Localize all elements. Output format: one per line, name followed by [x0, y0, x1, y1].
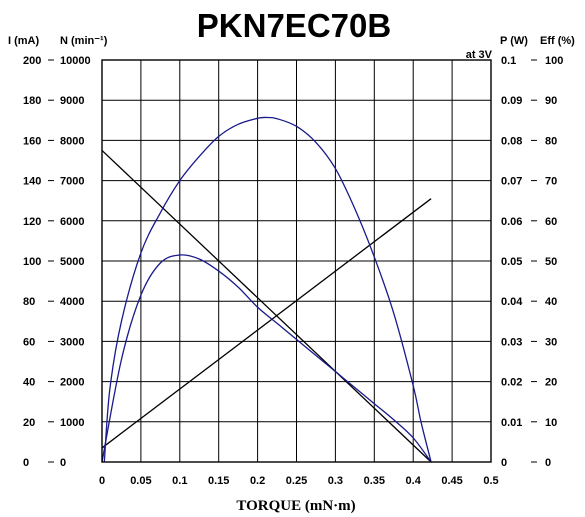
speed-axis-label: N (min⁻¹) — [60, 35, 108, 47]
speed-line — [101, 149, 432, 463]
speed-tick-label: 2000 — [60, 377, 84, 389]
x-tick-label: 0.1 — [172, 475, 187, 487]
current-tick-label: 100 — [23, 256, 41, 268]
speed-tick-label: 3000 — [60, 336, 84, 348]
x-tick-label: 0.4 — [406, 475, 422, 487]
power-curve — [101, 254, 432, 463]
efficiency-tick-label: 100 — [545, 55, 563, 67]
plot-frame — [101, 59, 492, 463]
power-tick-label: 0.02 — [501, 377, 522, 389]
current-tick-label: 40 — [23, 377, 35, 389]
speed-tick-label: 6000 — [60, 216, 84, 228]
x-tick-label: 0.2 — [250, 475, 265, 487]
power-tick-label: 0.03 — [501, 336, 522, 348]
efficiency-tick-label: 40 — [545, 296, 557, 308]
current-tick-label: 140 — [23, 176, 41, 188]
x-tick-label: 0.5 — [483, 475, 498, 487]
speed-tick-label: 9000 — [60, 95, 84, 107]
speed-tick-label: 0 — [60, 457, 66, 469]
power-tick-label: 0.05 — [501, 256, 522, 268]
power-tick-label: 0.06 — [501, 216, 522, 228]
efficiency-tick-label: 90 — [545, 95, 557, 107]
efficiency-tick-label: 80 — [545, 135, 557, 147]
speed-tick-label: 8000 — [60, 135, 84, 147]
x-tick-label: 0 — [99, 475, 105, 487]
speed-tick-label: 4000 — [60, 296, 84, 308]
efficiency-tick-label: 30 — [545, 336, 557, 348]
current-tick-label: 0 — [23, 457, 29, 469]
power-tick-label: 0.04 — [501, 296, 523, 308]
efficiency-axis-label: Eff (%) — [540, 35, 575, 47]
x-axis-label: TORQUE (mN·m) — [236, 498, 355, 514]
speed-tick-label: 7000 — [60, 176, 84, 188]
efficiency-tick-label: 20 — [545, 377, 557, 389]
current-axis-label: I (mA) — [8, 35, 40, 47]
efficiency-tick-label: 50 — [545, 256, 557, 268]
efficiency-tick-label: 70 — [545, 176, 557, 188]
current-tick-label: 60 — [23, 336, 35, 348]
current-line — [101, 198, 432, 449]
power-tick-label: 0.07 — [501, 176, 522, 188]
power-tick-label: 0.1 — [501, 55, 516, 67]
x-tick-label: 0.25 — [286, 475, 307, 487]
efficiency-tick-label: 10 — [545, 417, 557, 429]
power-tick-label: 0 — [501, 457, 507, 469]
current-tick-label: 20 — [23, 417, 35, 429]
current-tick-label: 200 — [23, 55, 41, 67]
speed-tick-label: 1000 — [60, 417, 84, 429]
efficiency-tick-label: 60 — [545, 216, 557, 228]
power-tick-label: 0.09 — [501, 95, 522, 107]
current-tick-label: 160 — [23, 135, 41, 147]
voltage-annotation: at 3V — [466, 49, 493, 61]
speed-tick-label: 5000 — [60, 256, 84, 268]
efficiency-curve — [103, 116, 432, 463]
chart-title: PKN7EC70B — [197, 7, 391, 44]
power-tick-label: 0.01 — [501, 417, 522, 429]
x-tick-label: 0.35 — [364, 475, 385, 487]
current-tick-label: 80 — [23, 296, 35, 308]
current-tick-label: 120 — [23, 216, 41, 228]
x-tick-label: 0.45 — [441, 475, 462, 487]
x-tick-label: 0.15 — [208, 475, 229, 487]
tick-labels: 0 0.05 0.1 0.15 0.2 0.25 0.3 0.35 0.4 0.45 0.50204… — [23, 55, 563, 487]
power-tick-label: 0.08 — [501, 135, 522, 147]
speed-tick-label: 10000 — [60, 55, 91, 67]
current-tick-label: 180 — [23, 95, 41, 107]
series-lines — [101, 116, 432, 463]
x-tick-label: 0.3 — [328, 475, 343, 487]
x-tick-label: 0.05 — [130, 475, 151, 487]
efficiency-tick-label: 0 — [545, 457, 551, 469]
grid — [102, 60, 491, 462]
power-axis-label: P (W) — [500, 35, 528, 47]
